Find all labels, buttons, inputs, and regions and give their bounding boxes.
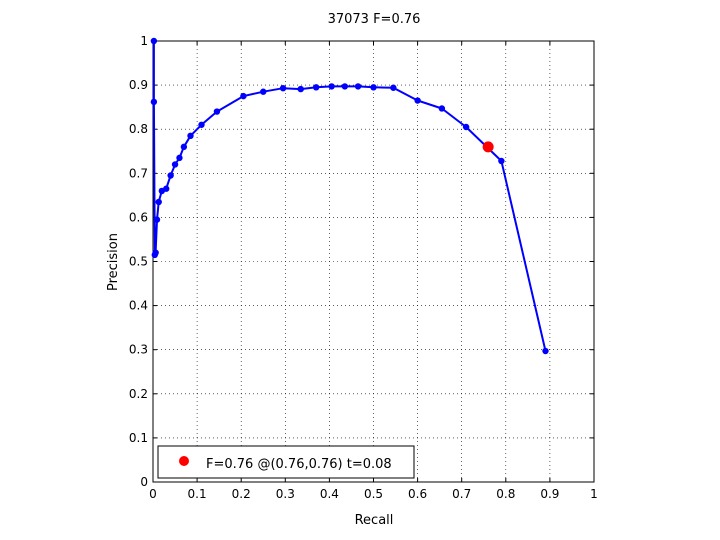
data-point [198, 121, 205, 128]
data-point [152, 249, 159, 256]
data-point [153, 216, 161, 223]
highlight-layer [482, 141, 494, 153]
x-tick-label: 1 [590, 487, 598, 501]
y-tick-label: 0.5 [129, 255, 148, 269]
legend-entry-label: F=0.76 @(0.76,0.76) t=0.08 [206, 457, 392, 472]
x-tick-label: 0.1 [188, 487, 207, 501]
data-point [171, 161, 179, 168]
y-tick-label: 0.8 [129, 122, 148, 136]
y-tick-label: 0.7 [129, 166, 148, 180]
data-point [187, 132, 194, 140]
data-point [414, 97, 421, 104]
data-point [180, 143, 188, 151]
y-tick-label: 0.9 [129, 78, 148, 92]
data-point [167, 172, 174, 179]
data-point [312, 84, 320, 91]
x-tick-label: 0.4 [320, 487, 339, 501]
data-point [150, 98, 158, 106]
data-point [328, 83, 335, 90]
series-layer [150, 37, 549, 355]
data-point [354, 83, 362, 90]
axis-ticks: 0 0.1 0.2 0.3 0.4 0.5 0.6 0.7 0.8 0.9 1 0 0.1 0.2 0.3 0… [129, 34, 598, 501]
data-point [163, 185, 170, 192]
y-tick-label: 0.4 [129, 299, 148, 313]
data-point [542, 347, 549, 355]
data-point [498, 157, 505, 165]
y-tick-label: 0.6 [129, 210, 148, 224]
x-tick-label: 0 [149, 487, 157, 501]
data-point [176, 154, 183, 162]
x-tick-label: 0.6 [408, 487, 427, 501]
y-tick-label: 0.3 [129, 343, 148, 357]
y-tick-label: 0 [140, 475, 148, 489]
optimal-f-point [482, 141, 494, 153]
data-point [438, 105, 446, 112]
data-point [341, 83, 349, 90]
y-tick-label: 0.1 [129, 431, 148, 445]
x-tick-label: 0.5 [364, 487, 383, 501]
y-tick-label: 0.2 [129, 387, 148, 401]
y-tick-label: 1 [140, 34, 148, 48]
data-point [150, 37, 158, 45]
y-axis-label: Precision [106, 233, 121, 291]
series-line [152, 41, 547, 352]
data-point [260, 88, 267, 95]
data-point [370, 84, 377, 91]
legend-marker [179, 456, 189, 466]
legend: F=0.76 @(0.76,0.76) t=0.08 [157, 445, 415, 479]
x-axis-label: Recall [355, 513, 394, 528]
x-tick-label: 0.8 [496, 487, 515, 501]
grid [153, 41, 594, 482]
data-point [213, 108, 221, 115]
data-point [297, 85, 304, 93]
data-point [462, 123, 470, 131]
legend-box [157, 445, 415, 479]
x-tick-label: 0.2 [232, 487, 251, 501]
x-tick-label: 0.9 [540, 487, 559, 501]
data-point [155, 198, 162, 206]
x-tick-label: 0.3 [276, 487, 295, 501]
data-point [240, 92, 247, 100]
data-point [390, 84, 397, 91]
data-point [279, 84, 287, 92]
x-tick-label: 0.7 [452, 487, 471, 501]
chart-title: 37073 F=0.76 [328, 12, 421, 27]
